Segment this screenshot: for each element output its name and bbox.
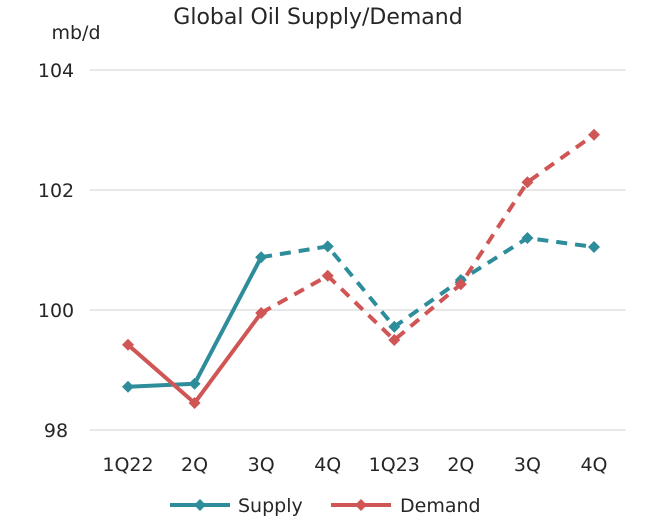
- x-tick-label: 4Q: [314, 454, 341, 476]
- series-lines: [122, 128, 600, 409]
- supply-forecast-line: [260, 236, 595, 329]
- series-demand: [122, 128, 600, 409]
- x-tick-labels: 1Q22 2Q 3Q 4Q 1Q23 2Q 3Q 4Q: [102, 454, 607, 476]
- legend-marker: [355, 499, 367, 511]
- chart-title: Global Oil Supply/Demand: [173, 5, 462, 30]
- supply-point: [122, 380, 134, 393]
- legend-label: Demand: [400, 495, 481, 517]
- legend: Supply Demand: [170, 495, 481, 517]
- demand-point: [588, 128, 600, 141]
- supply-point: [521, 232, 534, 244]
- demand-point: [321, 269, 334, 282]
- supply-point: [321, 240, 334, 253]
- x-tick-label: 3Q: [514, 454, 541, 476]
- x-tick-label: 3Q: [248, 454, 275, 476]
- x-tick-label: 2Q: [447, 454, 474, 476]
- demand-point: [255, 307, 268, 319]
- supply-point: [188, 377, 201, 390]
- x-tick-label: 4Q: [580, 454, 607, 476]
- demand-forecast-line: [260, 133, 596, 342]
- y-tick-labels: 98 100 102 104: [38, 60, 74, 442]
- demand-point: [122, 338, 134, 351]
- demand-point: [521, 176, 534, 189]
- demand-point: [388, 334, 401, 346]
- legend-label: Supply: [238, 495, 303, 517]
- x-tick-label: 2Q: [181, 454, 208, 476]
- supply-point: [388, 320, 401, 333]
- x-tick-label: 1Q23: [369, 454, 420, 476]
- y-tick-label: 100: [38, 300, 74, 322]
- legend-marker: [194, 499, 206, 511]
- y-tick-label: 104: [38, 60, 74, 82]
- supply-actual-line: [126, 255, 264, 389]
- gridlines: [90, 69, 626, 431]
- series-supply: [122, 232, 600, 393]
- supply-point: [255, 251, 268, 264]
- demand-point: [188, 397, 201, 409]
- supply-point: [588, 241, 600, 253]
- demand-point: [454, 278, 467, 291]
- legend-item-demand: Demand: [331, 495, 481, 517]
- legend-item-supply: Supply: [170, 495, 303, 517]
- x-tick-label: 1Q22: [102, 454, 153, 476]
- y-tick-label: 102: [38, 180, 74, 202]
- y-tick-label: 98: [44, 420, 68, 442]
- y-axis-unit-label: mb/d: [51, 22, 100, 44]
